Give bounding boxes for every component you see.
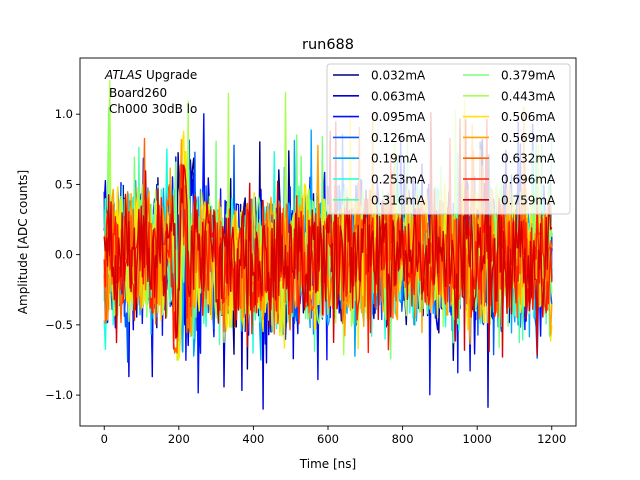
legend-label: 0.253mA	[371, 173, 426, 187]
y-tick-label: −0.5	[45, 318, 73, 332]
annotation-atlas: ATLAS	[104, 68, 143, 82]
legend-label: 0.632mA	[501, 152, 556, 166]
legend-label: 0.063mA	[371, 89, 426, 103]
legend-label: 0.443mA	[501, 89, 556, 103]
legend: 0.032mA 0.063mA 0.095mA 0.126mA 0.19mA 0.253m…	[326, 63, 571, 215]
legend-label: 0.696mA	[501, 173, 556, 187]
annotation-line1: Upgrade	[142, 68, 197, 82]
y-axis: −1.0 −0.5 0.0 0.5 1.0	[45, 107, 80, 402]
legend-label: 0.316mA	[371, 193, 426, 207]
svg-text:ATLAS Upgrade: ATLAS Upgrade	[104, 68, 197, 82]
chart-title: run688	[302, 37, 354, 53]
legend-label: 0.506mA	[501, 110, 556, 124]
x-tick-label: 0	[101, 432, 108, 446]
x-tick-label: 400	[242, 432, 264, 446]
x-tick-label: 1200	[537, 432, 566, 446]
x-axis: 0 200 400 600 800 1000 1200	[101, 426, 566, 446]
legend-box	[326, 63, 571, 215]
y-tick-label: −1.0	[45, 388, 73, 402]
annotation: ATLAS Upgrade Board260 Ch000 30dB lo	[104, 68, 197, 116]
annotation-line3: Ch000 30dB lo	[109, 102, 197, 116]
y-tick-label: 0.0	[55, 248, 73, 262]
legend-label: 0.095mA	[371, 110, 426, 124]
x-axis-label: Time [ns]	[299, 457, 356, 471]
series-line	[103, 111, 553, 358]
y-tick-label: 1.0	[55, 107, 73, 121]
x-tick-label: 600	[317, 432, 339, 446]
x-tick-label: 800	[392, 432, 414, 446]
legend-label: 0.032mA	[371, 69, 426, 83]
x-tick-label: 200	[168, 432, 190, 446]
y-tick-label: 0.5	[55, 177, 73, 191]
annotation-line2: Board260	[109, 86, 167, 100]
legend-label: 0.759mA	[501, 193, 556, 207]
legend-label: 0.379mA	[501, 69, 556, 83]
legend-label: 0.569mA	[501, 131, 556, 145]
x-tick-label: 1000	[463, 432, 492, 446]
y-axis-label: Amplitude [ADC counts]	[16, 170, 30, 314]
legend-label: 0.19mA	[371, 152, 418, 166]
legend-label: 0.126mA	[371, 131, 426, 145]
